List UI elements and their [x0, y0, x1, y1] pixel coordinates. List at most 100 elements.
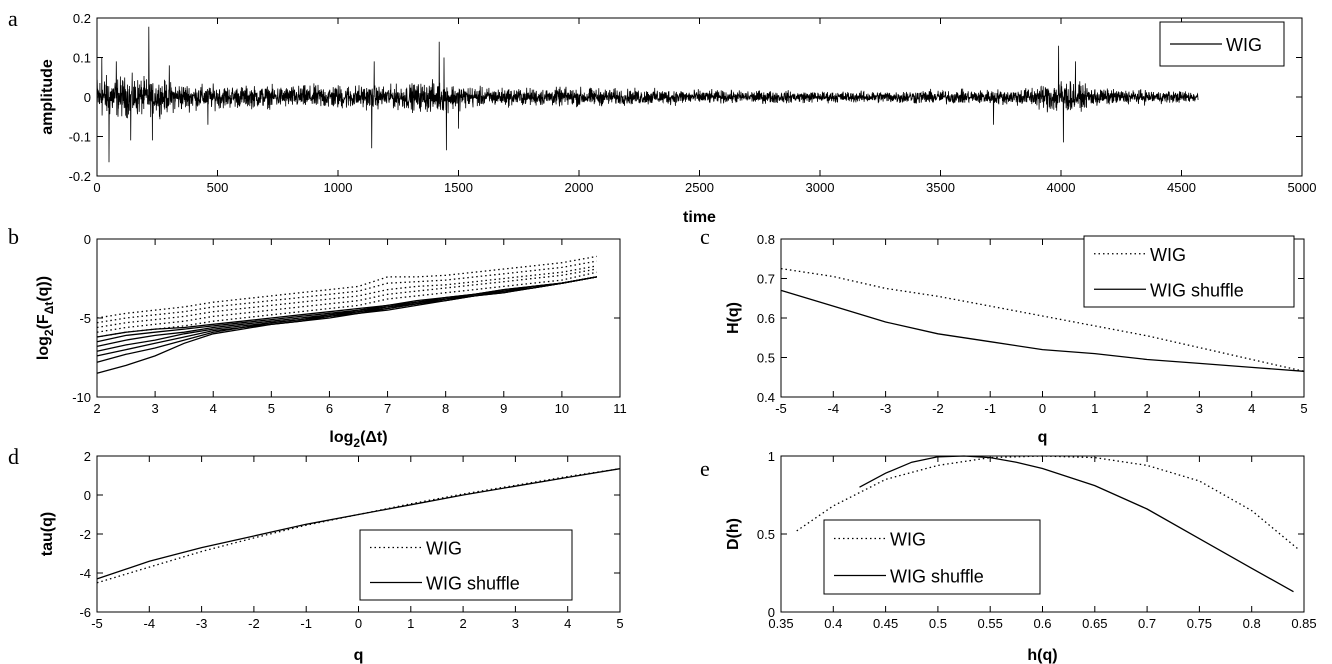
series-line-2 — [96, 260, 597, 324]
panel-d: -5 -4 -3 -2 -1 0 1 2 3 4 5 -6 -4 -2 0 2 q tau(q) WIG WIG sh… — [39, 449, 624, 664]
x-tick-label: 0 — [93, 180, 100, 195]
x-tick-label: 500 — [207, 180, 229, 195]
x-tick-label: 2500 — [685, 180, 714, 195]
x-axis-label: h(q) — [1027, 647, 1057, 664]
y-tick-label: -10 — [72, 390, 91, 405]
y-axis-label: H(q) — [725, 302, 742, 334]
x-tick-label: -3 — [196, 616, 208, 631]
axes-frame — [96, 238, 621, 398]
y-tick-label: 0.7 — [757, 272, 775, 287]
series-line-3 — [96, 265, 597, 329]
panel-letter-a: a — [8, 6, 18, 31]
y-tick-label: 0.6 — [757, 311, 775, 326]
y-tick-label: -5 — [79, 311, 91, 326]
x-tick-label: 2 — [93, 401, 100, 416]
legend-box — [1083, 235, 1295, 308]
series-line-12 — [96, 276, 597, 374]
x-tick-label: -4 — [828, 401, 840, 416]
series-line-4 — [96, 268, 597, 333]
legend: WIG WIG shuffle — [823, 519, 1041, 595]
y-tick-label: 0 — [768, 605, 775, 620]
x-tick-label: -2 — [932, 401, 944, 416]
panel-letter-c: c — [700, 224, 710, 249]
legend: WIG — [1159, 21, 1285, 67]
y-tick-label: 2 — [84, 449, 91, 464]
legend-box — [823, 519, 1041, 595]
y-tick-label: 0.5 — [757, 351, 775, 366]
x-tick-label: -1 — [984, 401, 996, 416]
x-tick-label: 7 — [384, 401, 391, 416]
x-axis-label: time — [683, 209, 716, 226]
panel-letter-b: b — [8, 224, 19, 249]
y-tick-label: -6 — [79, 605, 91, 620]
y-tick-label: 0.5 — [757, 527, 775, 542]
x-tick-label: 4 — [210, 401, 217, 416]
series-line-2 — [96, 468, 621, 580]
x-tick-label: -2 — [248, 616, 260, 631]
axes-frame — [780, 238, 1305, 398]
series-line-6 — [96, 276, 597, 338]
x-tick-label: 0.65 — [1082, 616, 1107, 631]
x-tick-label: 0 — [355, 616, 362, 631]
y-tick-label: 0.1 — [73, 51, 91, 66]
y-tick-label: -0.2 — [69, 169, 91, 184]
legend-label: WIG shuffle — [1150, 280, 1244, 300]
series-line-wig — [96, 26, 1199, 163]
y-axis-label: log2(FΔt(q)) — [35, 276, 56, 360]
y-tick-label: -4 — [79, 566, 91, 581]
x-tick-label: 0.75 — [1187, 616, 1212, 631]
series-line-1 — [96, 255, 597, 319]
x-tick-label: 8 — [442, 401, 449, 416]
x-tick-label: -4 — [144, 616, 156, 631]
x-tick-label: -5 — [775, 401, 787, 416]
x-tick-label: 2000 — [565, 180, 594, 195]
x-tick-label: 1 — [1091, 401, 1098, 416]
x-tick-label: 0.4 — [824, 616, 842, 631]
axes-frame — [96, 17, 1303, 177]
x-tick-label: 3500 — [926, 180, 955, 195]
x-tick-label: 0.5 — [929, 616, 947, 631]
x-tick-label: -5 — [91, 616, 103, 631]
y-tick-label: 0.2 — [73, 11, 91, 26]
y-tick-label: 1 — [768, 449, 775, 464]
x-tick-label: 3 — [512, 616, 519, 631]
axes-frame — [96, 455, 621, 613]
x-tick-label: 3 — [151, 401, 158, 416]
series-line-2 — [780, 289, 1305, 372]
x-tick-label: 1 — [407, 616, 414, 631]
x-axis-label: log2(Δt) — [329, 429, 387, 450]
x-tick-label: 6 — [326, 401, 333, 416]
panel-c: -5 -4 -3 -2 -1 0 1 2 3 4 50.40.50.60.70.8qH(q)WIGW… — [725, 232, 1308, 446]
y-tick-label: -2 — [79, 527, 91, 542]
x-axis-label: q — [354, 647, 364, 664]
x-tick-label: 0.85 — [1291, 616, 1316, 631]
y-tick-label: 0 — [84, 232, 91, 247]
x-tick-label: 0 — [1039, 401, 1046, 416]
x-tick-label: 0.35 — [768, 616, 793, 631]
x-tick-label: 3000 — [806, 180, 835, 195]
x-tick-label: 1000 — [324, 180, 353, 195]
x-tick-label: 0.45 — [873, 616, 898, 631]
panel-letter-d: d — [8, 444, 19, 469]
x-tick-label: 5 — [268, 401, 275, 416]
y-tick-label: 0 — [84, 488, 91, 503]
legend: WIG WIG shuffle — [359, 529, 573, 601]
y-tick-label: 0.4 — [757, 390, 775, 405]
panel-e: 0.35 0.4 0.45 0.5 0.55 0.6 0.65 0.7 0.75 0.8 0.85 0… — [725, 449, 1317, 664]
panel-a: 0 500 1000 1500 2000 2500 3000 3500 4000 4500 5000… — [39, 11, 1316, 226]
y-tick-label: -0.1 — [69, 130, 91, 145]
x-tick-label: 0.55 — [978, 616, 1003, 631]
x-tick-label: 11 — [613, 401, 627, 416]
y-tick-label: 0 — [84, 90, 91, 105]
x-tick-label: 4000 — [1047, 180, 1076, 195]
series-line-7 — [96, 276, 597, 343]
x-tick-label: 5000 — [1288, 180, 1317, 195]
x-tick-label: 4 — [1248, 401, 1255, 416]
legend-label: WIG — [1150, 245, 1186, 265]
series-line-1 — [780, 267, 1305, 372]
x-tick-label: 5 — [1300, 401, 1307, 416]
y-axis-label: amplitude — [39, 59, 56, 135]
x-tick-label: 0.7 — [1138, 616, 1156, 631]
x-tick-label: 3 — [1196, 401, 1203, 416]
